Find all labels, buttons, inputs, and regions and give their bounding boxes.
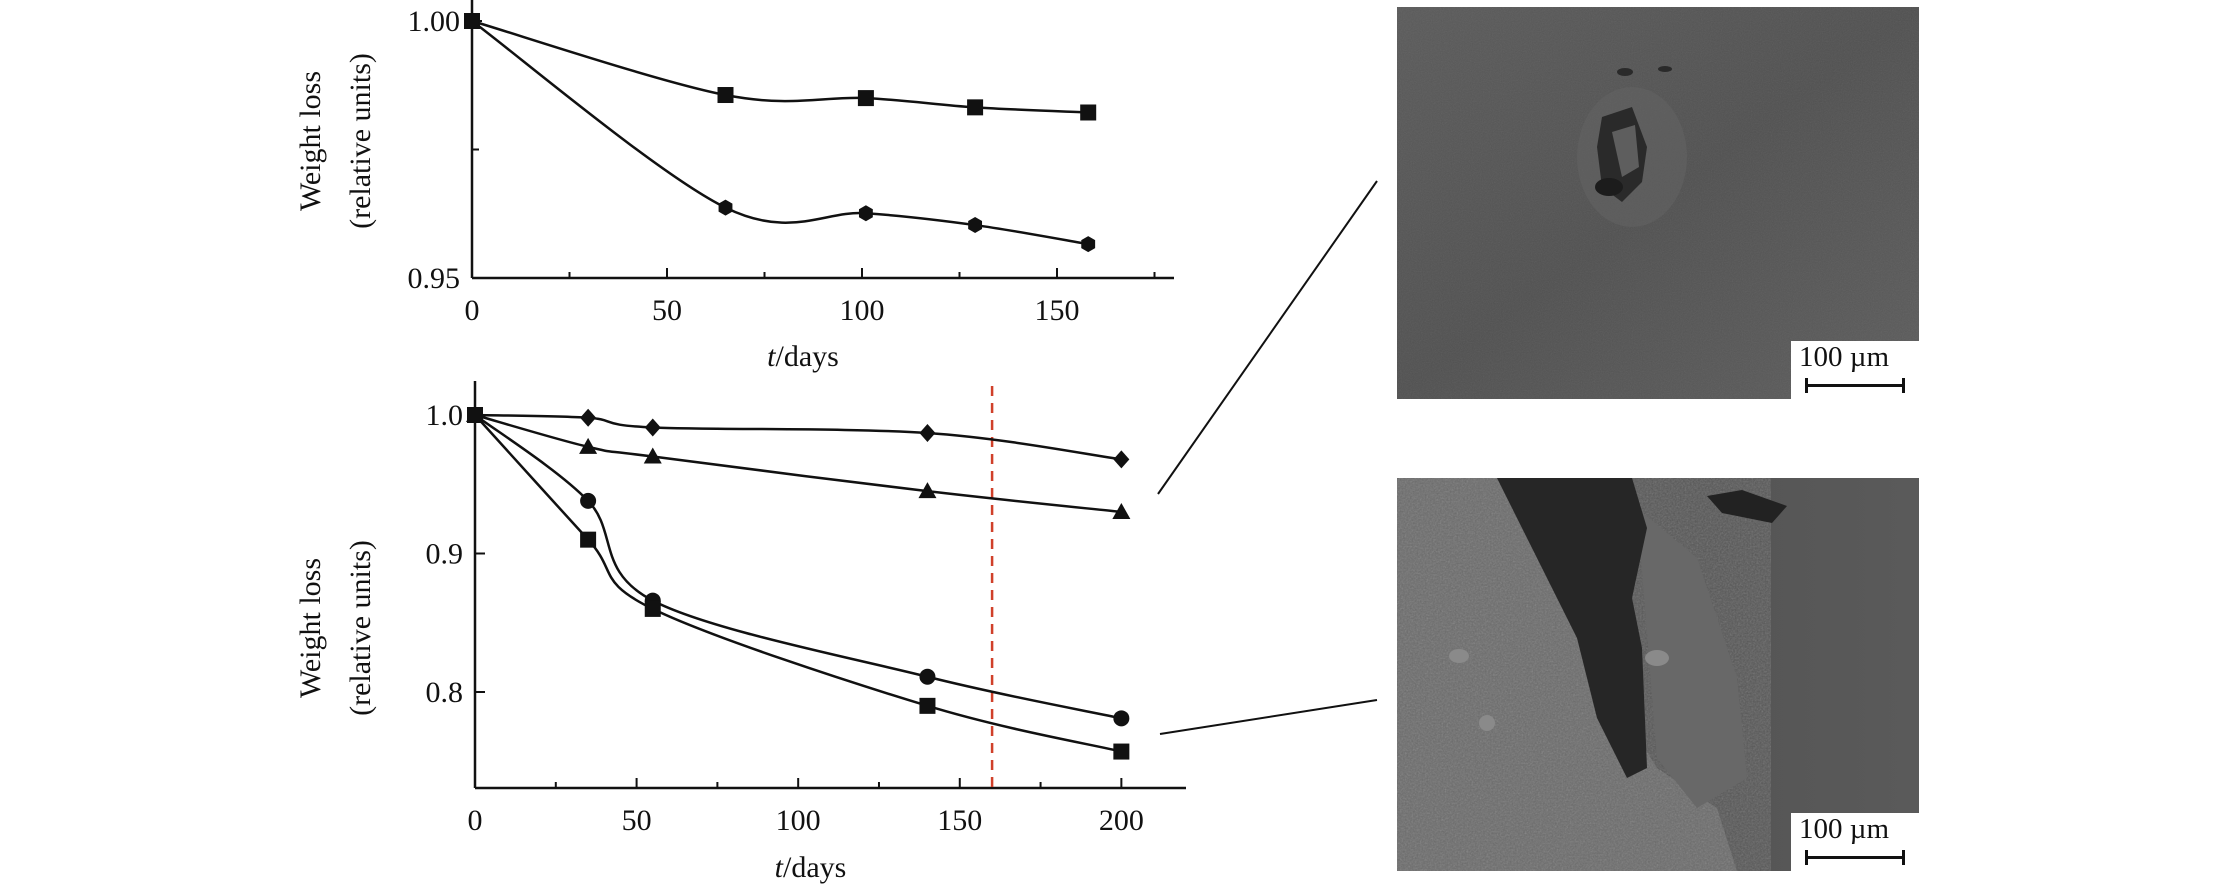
data-point-hexagon <box>968 217 983 234</box>
series-curve-circle <box>474 414 1122 720</box>
connector-line-bottom <box>1159 699 1378 735</box>
sem-image-top <box>1397 7 1919 399</box>
data-point-hexagon <box>858 205 873 222</box>
x-tick-label: 0 <box>465 294 480 327</box>
y-tick-label: 0.9 <box>426 538 464 571</box>
data-point-circle <box>580 492 597 509</box>
data-point-diamond <box>1113 450 1130 469</box>
scale-bar-line <box>1805 378 1905 393</box>
data-point-diamond <box>580 408 597 427</box>
data-point-circle <box>919 668 936 685</box>
x-tick-label: 100 <box>776 804 821 837</box>
data-point-square <box>919 697 936 714</box>
y-tick-label: 1.00 <box>408 5 461 38</box>
sem-micrograph-bottom: 100 µm <box>1397 478 1919 871</box>
data-point-triangle <box>918 482 937 499</box>
data-point-triangle <box>1112 502 1131 519</box>
y-tick-label: 1.0 <box>426 399 464 432</box>
x-tick-label: 50 <box>622 804 652 837</box>
data-point-diamond <box>919 424 936 443</box>
y-tick-label: 0.95 <box>408 262 461 295</box>
scale-bar-top: 100 µm <box>1791 341 1919 399</box>
scale-label: 100 µm <box>1799 813 1890 845</box>
scale-bar-bottom: 100 µm <box>1791 813 1919 871</box>
y-axis-label-line1: Weight loss <box>294 558 327 698</box>
x-tick-label: 200 <box>1099 804 1144 837</box>
x-tick-label: 100 <box>840 294 885 327</box>
x-tick-label: 150 <box>1035 294 1080 327</box>
series-curve-triangle <box>474 413 1122 514</box>
data-point-square <box>717 87 734 104</box>
y-tick-label: 0.8 <box>426 676 464 709</box>
connector-line-top <box>1157 180 1378 495</box>
series-curve-square <box>474 414 1122 753</box>
chart-bottom: 0 50 100 150 200 0.8 0.9 1.0 t/days Weight loss (r… <box>294 381 1186 884</box>
y-axis-label: Weight loss (relative units) <box>294 53 377 229</box>
scale-label: 100 µm <box>1799 341 1890 373</box>
series-curve-hexagon <box>471 19 1089 246</box>
data-point-hexagon <box>718 199 733 216</box>
y-axis-label-line1: Weight loss <box>294 71 327 211</box>
data-point-square <box>857 90 874 107</box>
data-point-square <box>1080 104 1097 121</box>
data-point-square <box>467 407 483 423</box>
x-tick-label: 50 <box>652 294 682 327</box>
data-point-triangle <box>579 437 598 454</box>
x-tick-label: 150 <box>937 804 982 837</box>
data-point-diamond <box>644 418 661 437</box>
sem-image-bottom <box>1397 478 1919 871</box>
scale-bar-line <box>1805 850 1905 865</box>
data-point-circle <box>1113 710 1130 727</box>
series-curve-square <box>471 19 1089 114</box>
data-point-square <box>967 99 984 116</box>
x-axis-label: t/days <box>775 851 847 884</box>
x-axis-label: t/days <box>767 340 839 373</box>
data-point-hexagon <box>465 13 479 29</box>
data-point-square <box>644 600 661 617</box>
sem-micrograph-top: 100 µm <box>1397 7 1919 399</box>
data-point-square <box>1113 743 1130 760</box>
chart-top: 0 50 100 150 0.95 1.00 t/days Weight loss (relat… <box>294 0 1174 373</box>
data-point-hexagon <box>1081 236 1096 253</box>
y-axis-label: Weight loss (relative units) <box>294 540 377 716</box>
series-curve-diamond <box>474 413 1122 461</box>
x-tick-label: 0 <box>468 804 483 837</box>
y-axis-label-line2: (relative units) <box>344 53 377 229</box>
data-point-square <box>580 531 597 548</box>
data-point-triangle <box>643 447 662 464</box>
y-axis-label-line2: (relative units) <box>344 540 377 716</box>
